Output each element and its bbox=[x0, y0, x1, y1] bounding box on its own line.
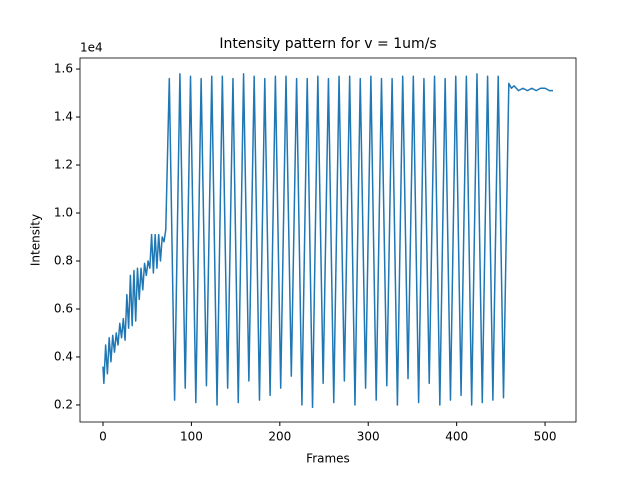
x-tick-label: 200 bbox=[268, 430, 291, 444]
chart-title: Intensity pattern for v = 1um/s bbox=[219, 36, 436, 52]
y-tick-label: 1.4 bbox=[54, 110, 73, 124]
y-axis-label: Intensity bbox=[29, 214, 43, 266]
x-tick-label: 400 bbox=[445, 430, 468, 444]
y-tick-label: 0.4 bbox=[54, 349, 73, 363]
y-tick-label: 0.8 bbox=[54, 253, 73, 267]
x-tick-label: 0 bbox=[99, 430, 107, 444]
y-tick-label: 0.6 bbox=[54, 301, 73, 315]
x-tick-label: 300 bbox=[357, 430, 380, 444]
plot-frame bbox=[79, 57, 577, 423]
x-axis-label: Frames bbox=[306, 452, 350, 466]
y-offset-label: 1e4 bbox=[80, 41, 103, 55]
data-line bbox=[102, 73, 554, 409]
x-tick-label: 100 bbox=[180, 430, 203, 444]
y-tick-label: 1.2 bbox=[54, 158, 73, 172]
y-tick-label: 1.0 bbox=[54, 206, 73, 220]
y-tick-label: 0.2 bbox=[54, 397, 73, 411]
y-tick-label: 1.6 bbox=[54, 62, 73, 76]
x-tick-label: 500 bbox=[534, 430, 557, 444]
